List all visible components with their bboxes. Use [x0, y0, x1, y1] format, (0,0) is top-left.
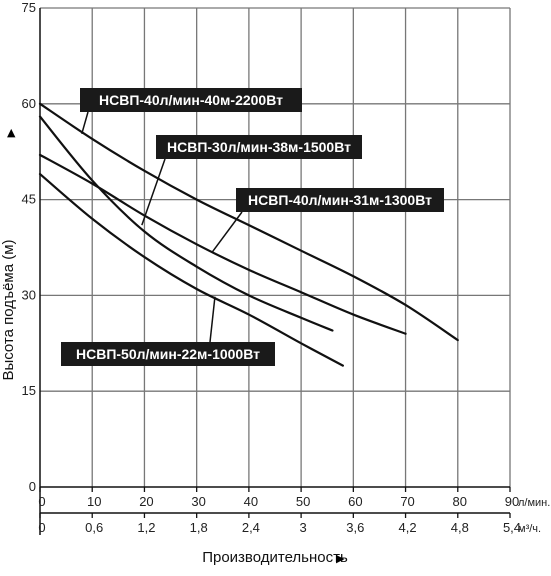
x-tick-label-secondary: 0,6 — [85, 520, 103, 535]
y-axis-arrow-icon: ▲ — [7, 126, 16, 139]
y-tick-label: 30 — [22, 287, 36, 302]
label-leaders — [81, 111, 243, 343]
label-leader-2 — [141, 158, 166, 226]
grid — [40, 7, 511, 487]
x-unit-secondary: м³/ч. — [518, 523, 541, 535]
label-leader-4 — [209, 296, 216, 343]
y-axis-title: Высота подъёма (м) — [0, 239, 17, 380]
x-tick-label-secondary: 2,4 — [242, 520, 260, 535]
x-unit-primary: л/мин. — [518, 497, 550, 509]
x-tick-label: 70 — [400, 494, 414, 509]
x-tick-label: 80 — [453, 494, 467, 509]
label-leader-3 — [211, 211, 243, 253]
series-curve-4 — [38, 172, 344, 367]
x-tick-label: 60 — [348, 494, 362, 509]
x-tick-label: 10 — [87, 494, 101, 509]
x-tick-label: 0 — [38, 494, 45, 509]
series-label-box-4 — [61, 342, 275, 366]
x-tick-label: 40 — [244, 494, 258, 509]
y-tick-label: 60 — [22, 96, 36, 111]
series-label-1: НСВП-40л/мин-40м-2200Вт — [99, 92, 283, 108]
tick-labels: 0 15 30 45 60 75 0 10 20 30 40 50 60 70 80 90 0 0,6 1,2 1,8… — [22, 0, 522, 535]
x-tick-label-secondary: 0 — [38, 520, 45, 535]
series-labels: НСВП-40л/мин-40м-2200Вт НСВП-30л/мин-38м-… — [61, 88, 444, 366]
x-axis-title: Производительность — [202, 549, 348, 566]
series-label-4: НСВП-50л/мин-22м-1000Вт — [76, 346, 260, 362]
series-label-box-1 — [80, 88, 302, 112]
x-tick-label: 50 — [296, 494, 310, 509]
series-curve-1 — [38, 102, 459, 342]
y-tick-label: 45 — [22, 192, 36, 207]
y-tick-label: 75 — [22, 0, 36, 15]
label-leader-1 — [81, 111, 89, 135]
series-label-box-2 — [156, 135, 362, 159]
axes — [39, 8, 511, 535]
x-tick-label: 90 — [505, 494, 519, 509]
series-label-2: НСВП-30л/мин-38м-1500Вт — [167, 139, 351, 155]
x-tick-label: 20 — [139, 494, 153, 509]
y-tick-label: 15 — [22, 383, 36, 398]
x-tick-label: 30 — [191, 494, 205, 509]
x-tick-label-secondary: 3,6 — [346, 520, 364, 535]
x-tick-label-secondary: 4,2 — [399, 520, 417, 535]
series-label-3: НСВП-40л/мин-31м-1300Вт — [248, 192, 432, 208]
x-tick-label-secondary: 4,8 — [451, 520, 469, 535]
x-tick-label-secondary: 1,2 — [137, 520, 155, 535]
series-curve-2 — [38, 115, 334, 332]
x-axis-arrow-icon: ▶ — [336, 552, 345, 565]
series-curve-3 — [38, 153, 407, 335]
x-tick-label-secondary: 5,4 — [503, 520, 521, 535]
x-tick-label-secondary: 1,8 — [190, 520, 208, 535]
y-tick-label: 0 — [29, 479, 36, 494]
series-label-box-3 — [236, 188, 444, 212]
series-curves — [38, 102, 459, 367]
x-tick-label-secondary: 3 — [299, 520, 306, 535]
